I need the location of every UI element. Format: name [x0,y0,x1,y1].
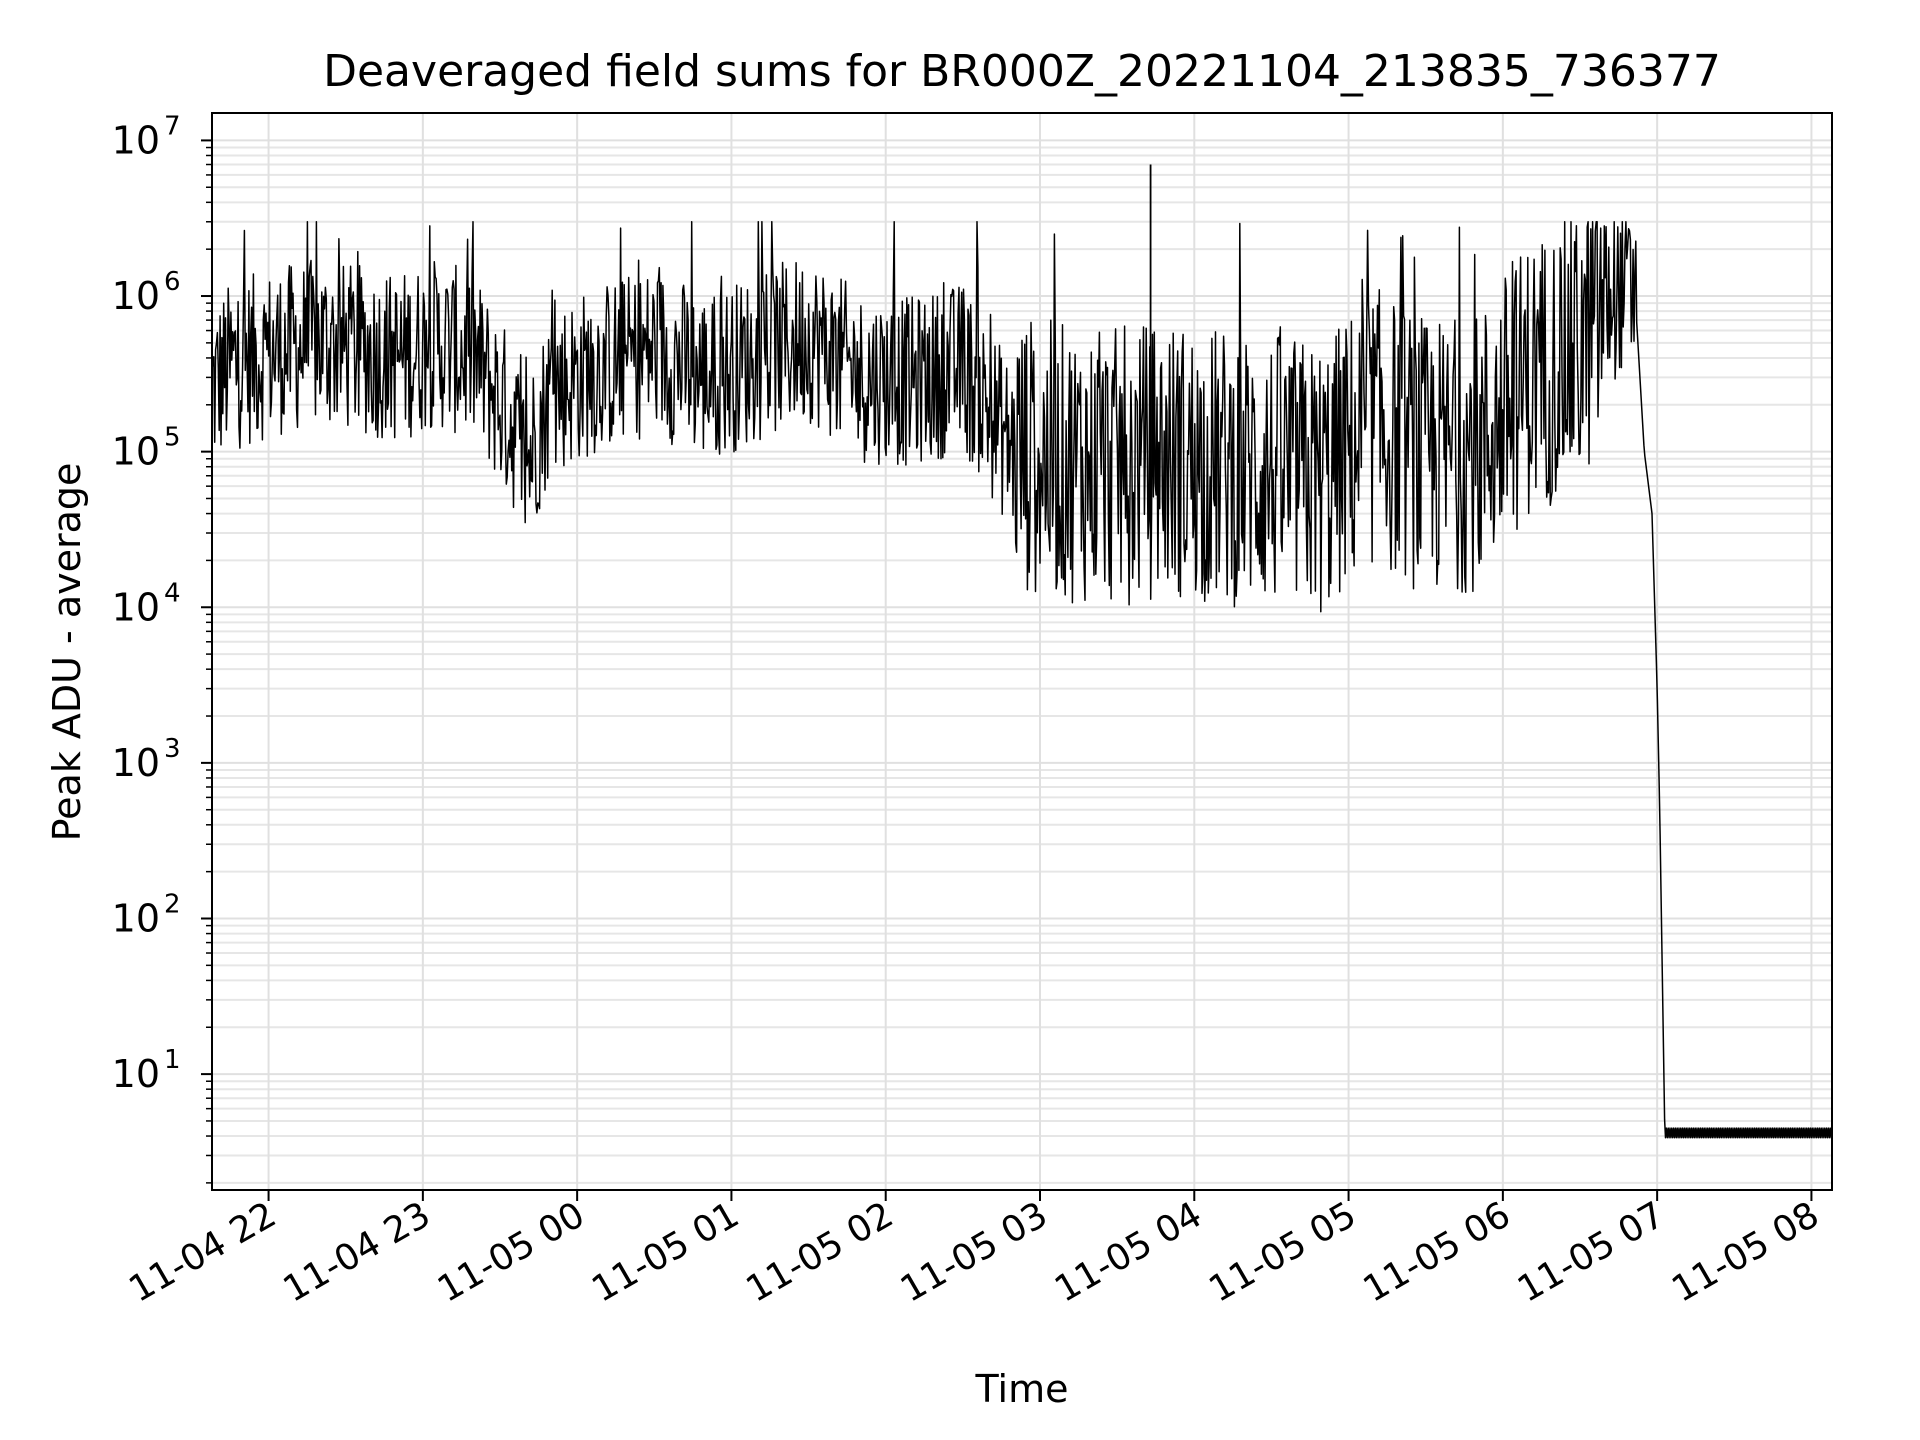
y-tick-label: 10 [112,274,160,318]
y-tick-exponent: 4 [164,578,181,608]
y-axis-label: Peak ADU - average [45,463,89,842]
y-tick-label: 10 [112,585,160,629]
chart-title: Deaveraged field sums for BR000Z_2022110… [323,46,1721,97]
y-tick-exponent: 2 [164,889,181,919]
y-tick-exponent: 7 [164,111,181,141]
y-tick-label: 10 [112,430,160,474]
x-axis-label: Time [975,1367,1069,1411]
y-tick-exponent: 5 [164,423,181,453]
series-layer [211,164,1833,1139]
series-line [211,221,1833,1139]
y-tick-label: 10 [112,118,160,162]
y-tick-exponent: 6 [164,267,181,297]
plot-frame [211,112,1833,1191]
y-tick-label: 10 [112,1052,160,1096]
y-tick-exponent: 3 [164,734,181,764]
y-tick-label: 10 [112,741,160,785]
y-tick-exponent: 1 [164,1045,181,1075]
y-tick-label: 10 [112,896,160,940]
